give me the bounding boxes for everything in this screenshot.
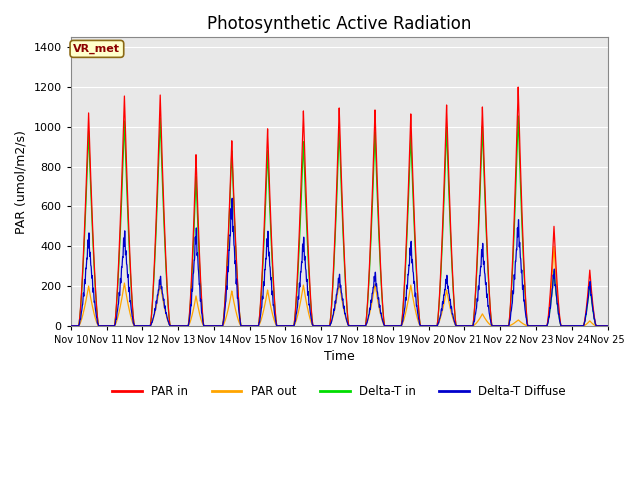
- PAR in: [67, 323, 74, 329]
- Delta-T Diffuse: [413, 302, 420, 308]
- Delta-T in: [243, 323, 251, 329]
- Y-axis label: PAR (umol/m2/s): PAR (umol/m2/s): [15, 130, 28, 233]
- PAR out: [346, 323, 353, 329]
- Text: VR_met: VR_met: [74, 44, 120, 54]
- PAR out: [460, 323, 468, 329]
- PAR in: [68, 323, 76, 329]
- PAR out: [563, 323, 571, 329]
- Title: Photosynthetic Active Radiation: Photosynthetic Active Radiation: [207, 15, 472, 33]
- PAR in: [604, 323, 612, 329]
- PAR in: [515, 84, 522, 90]
- PAR out: [550, 243, 558, 249]
- PAR out: [604, 323, 612, 329]
- PAR out: [413, 312, 420, 318]
- Delta-T in: [563, 323, 571, 329]
- Line: Delta-T Diffuse: Delta-T Diffuse: [70, 198, 608, 326]
- Delta-T in: [515, 113, 522, 119]
- Line: PAR out: PAR out: [70, 246, 608, 326]
- PAR out: [68, 323, 76, 329]
- Delta-T in: [68, 323, 76, 329]
- PAR in: [413, 268, 420, 274]
- Delta-T in: [413, 274, 420, 279]
- Delta-T Diffuse: [68, 323, 76, 329]
- Delta-T Diffuse: [67, 323, 74, 329]
- Delta-T in: [67, 323, 74, 329]
- X-axis label: Time: Time: [324, 350, 355, 363]
- PAR in: [563, 323, 571, 329]
- Delta-T in: [346, 323, 353, 329]
- PAR in: [243, 323, 251, 329]
- Delta-T in: [604, 323, 612, 329]
- PAR in: [460, 323, 468, 329]
- Delta-T Diffuse: [346, 323, 354, 329]
- Line: Delta-T in: Delta-T in: [70, 116, 608, 326]
- PAR out: [243, 323, 251, 329]
- Delta-T Diffuse: [243, 323, 251, 329]
- Delta-T Diffuse: [228, 195, 236, 201]
- Delta-T Diffuse: [604, 323, 612, 329]
- PAR in: [346, 323, 353, 329]
- Delta-T Diffuse: [563, 323, 571, 329]
- PAR out: [67, 323, 74, 329]
- Delta-T in: [460, 323, 468, 329]
- Delta-T Diffuse: [460, 323, 468, 329]
- Legend: PAR in, PAR out, Delta-T in, Delta-T Diffuse: PAR in, PAR out, Delta-T in, Delta-T Dif…: [108, 381, 571, 403]
- Line: PAR in: PAR in: [70, 87, 608, 326]
